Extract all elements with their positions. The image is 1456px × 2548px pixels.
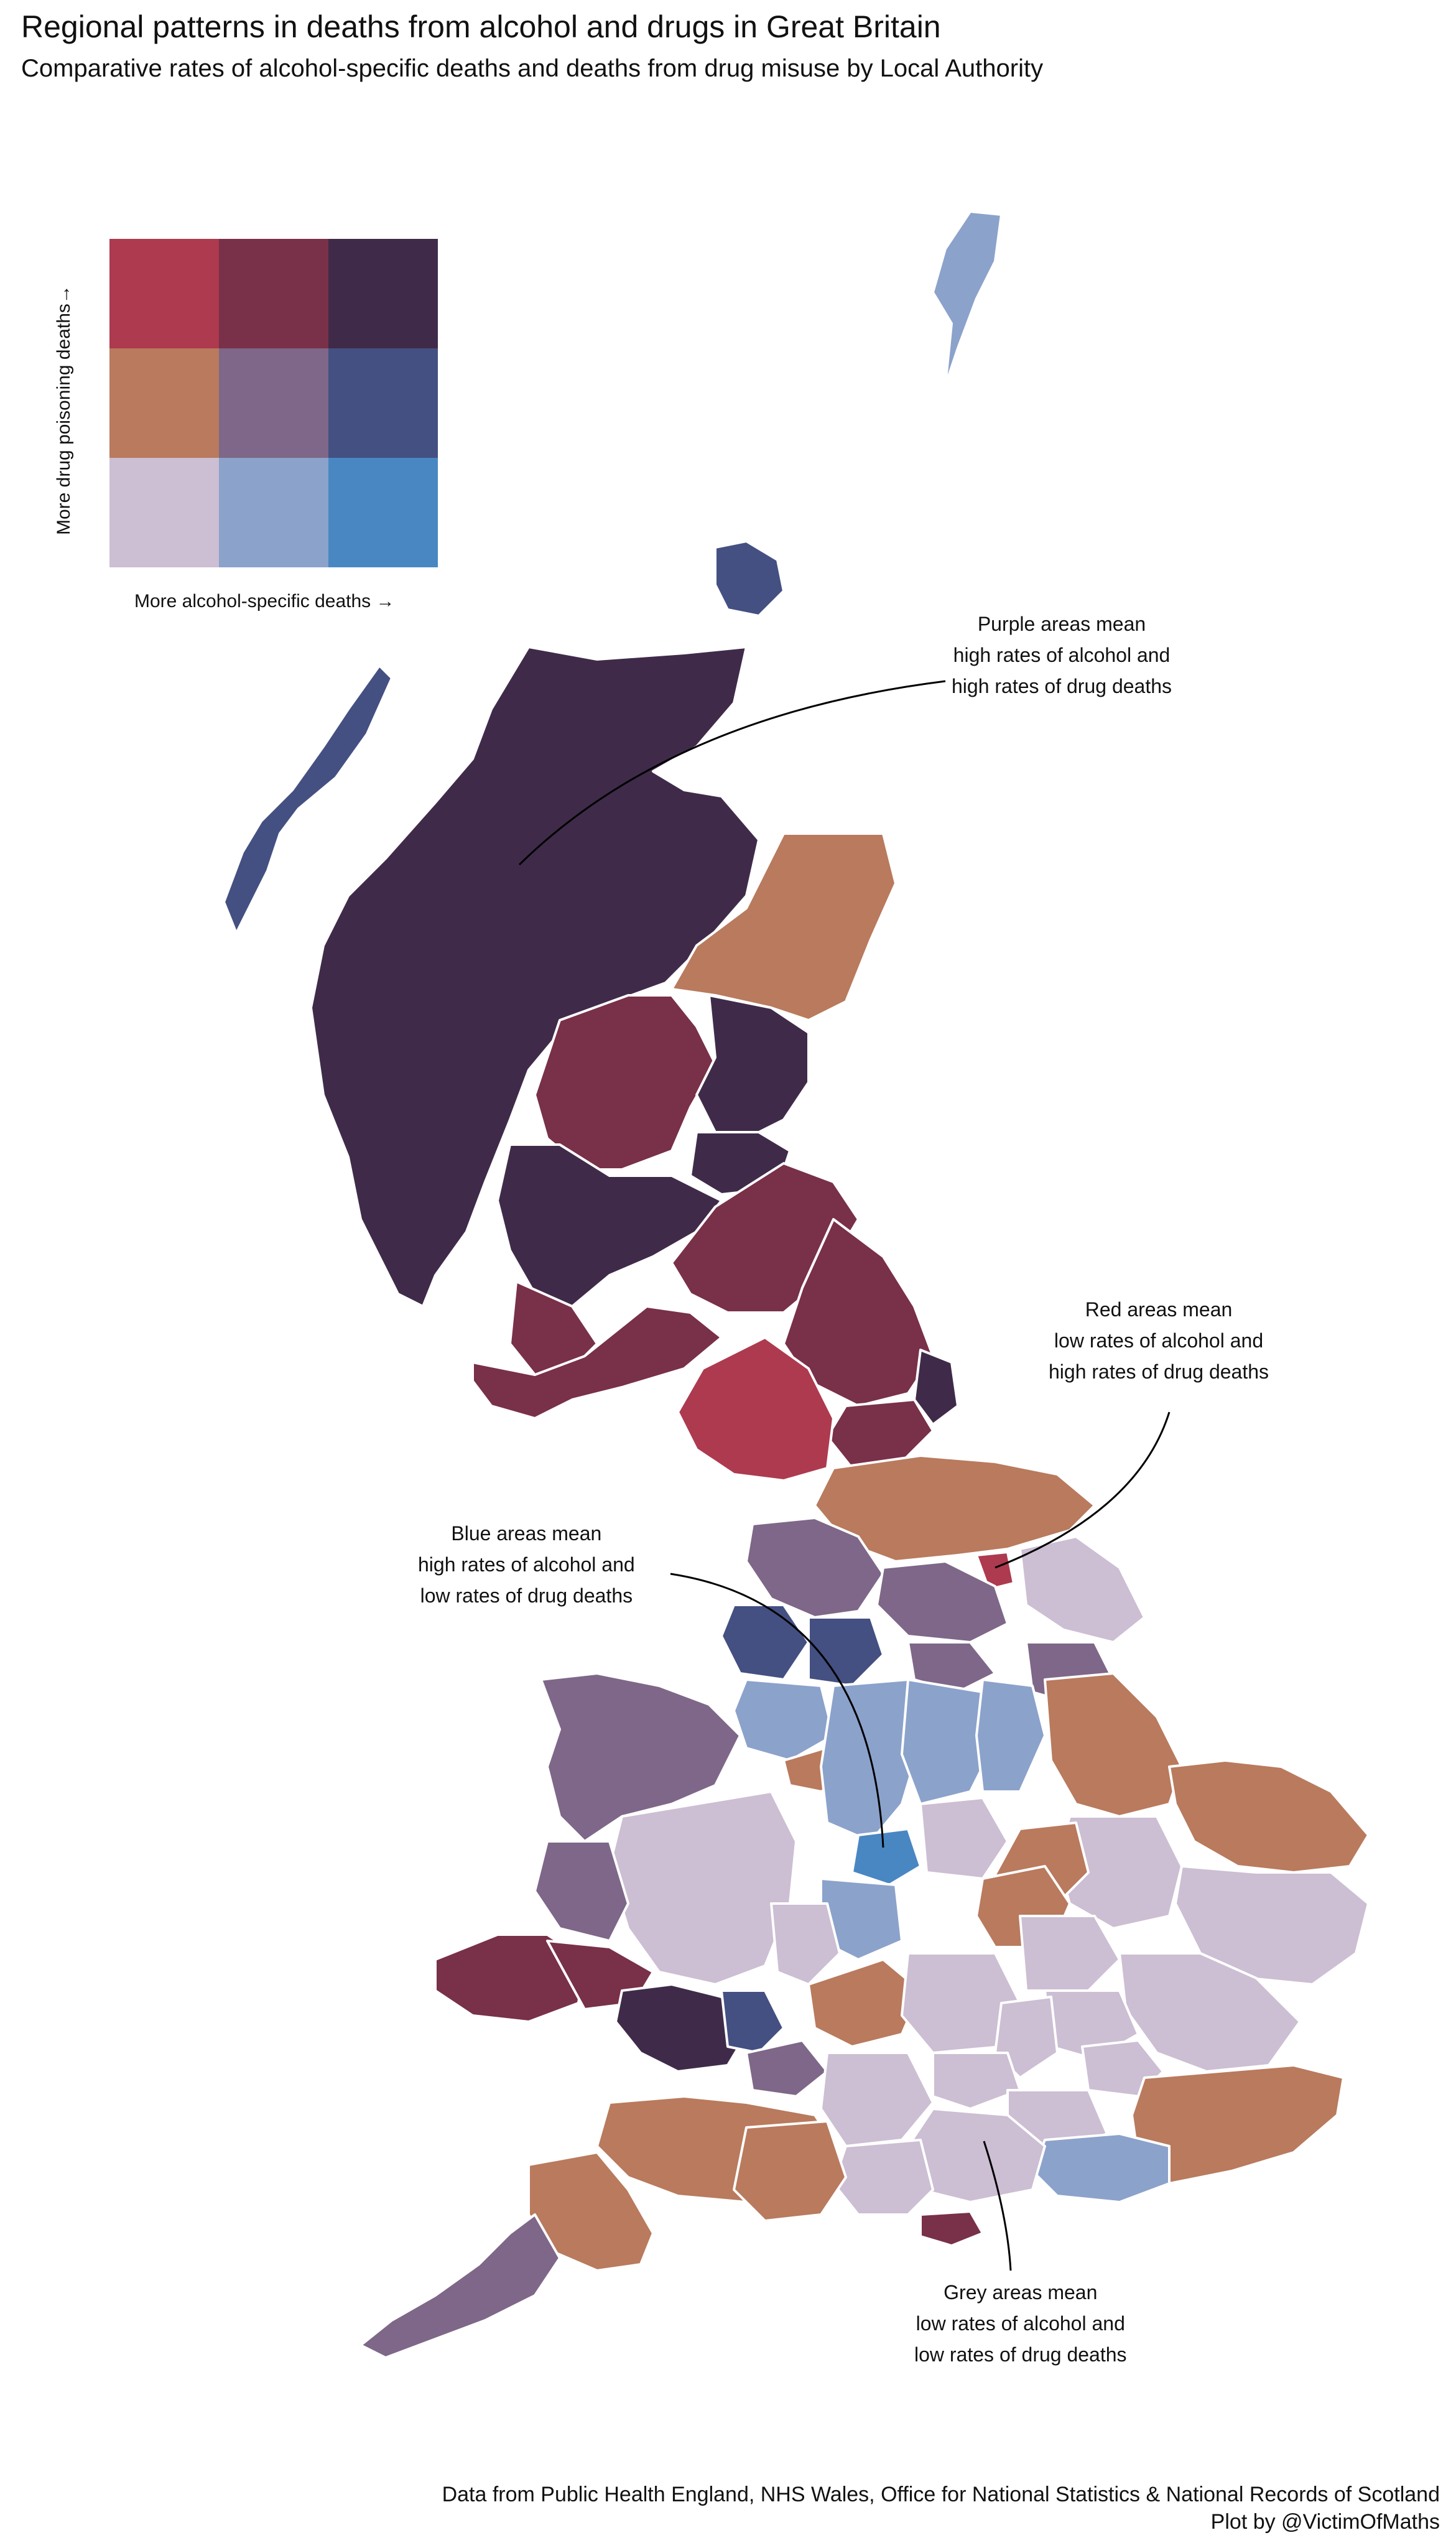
annotation-blue-line-1: Blue areas mean [451,1522,602,1545]
map-region-isle-of-wight [919,2210,984,2247]
legend-cell-mid-drug-high-alcohol [328,348,438,458]
map-region-norfolk [1168,1759,1370,1874]
map-region-nottinghamshire [975,1678,1046,1793]
map-region-western-isles [223,664,393,934]
legend-cell-low-drug-high-alcohol [328,458,438,567]
map-region-powys [608,1790,797,1986]
map-region-suffolk [1174,1865,1370,1986]
annotation-purple: Purple areas mean high rates of alcohol … [952,608,1172,702]
annotation-line-purple [518,680,946,866]
map-region-buckinghamshire [994,1996,1059,2079]
map-region-bedfordshire [1019,1915,1121,1992]
map-region-northumberland [782,1218,934,1407]
legend-cell-high-drug-high-alcohol [328,239,438,348]
map-region-merseyside [720,1604,810,1681]
annotation-purple-line-2: high rates of alcohol and [953,644,1171,666]
map-region-highlands [310,646,760,1308]
caption: Data from Public Health England, NHS Wal… [442,2481,1440,2536]
map-region-east-riding [1019,1535,1146,1644]
map-region-leicestershire [919,1797,1009,1880]
map-region-cheshire [733,1678,835,1762]
legend-cell-low-drug-low-alcohol [109,458,219,567]
map-region-dumfries-galloway [471,1305,723,1420]
map-region-essex [1118,1952,1301,2073]
map-region-central-belt [496,1143,723,1308]
annotation-red-line-1: Red areas mean [1085,1298,1233,1321]
map-region-south-yorkshire [907,1641,996,1693]
annotation-blue: Blue areas mean high rates of alcohol an… [418,1518,635,1611]
map-region-south-wales-valleys [614,1983,748,2073]
chart-subtitle: Comparative rates of alcohol-specific de… [21,55,1044,82]
annotation-line-blue [670,1573,884,1848]
map-region-cumbria [677,1336,835,1482]
map-region-west-yorkshire [876,1560,1009,1644]
map-region-tyneside [913,1349,959,1426]
annotation-blue-line-3: low rates of drug deaths [420,1584,633,1607]
annotation-purple-line-3: high rates of drug deaths [952,675,1172,697]
map-region-york [975,1551,1015,1591]
caption-source: Data from Public Health England, NHS Wal… [442,2483,1440,2506]
annotation-red-line-2: low rates of alcohol and [1054,1329,1264,1352]
map-region-cornwall [359,2213,561,2359]
map-region-herefordshire [770,1902,841,1986]
map-region-wiltshire [820,2052,934,2147]
map-region-berkshire [932,2052,1021,2110]
annotation-grey-line-1: Grey areas mean [944,2281,1098,2304]
map-region-orkney [714,540,785,617]
map-region-greater-manchester [807,1616,884,1687]
legend-x-axis-label: More alcohol-specific deaths → [134,591,395,611]
annotation-blue-line-2: high rates of alcohol and [418,1553,635,1576]
map-region-angus [695,994,810,1140]
caption-credit: Plot by @VictimOfMaths [1210,2510,1440,2534]
legend-cell-low-drug-mid-alcohol [219,458,328,567]
map-region-aberdeenshire [670,832,897,1021]
annotation-red: Red areas mean low rates of alcohol and … [1049,1294,1269,1387]
legend-cell-high-drug-low-alcohol [109,239,219,348]
bivariate-legend [109,239,438,567]
annotation-red-line-3: high rates of drug deaths [1049,1360,1269,1383]
legend-cell-mid-drug-low-alcohol [109,348,219,458]
map-region-monmouthshire [720,1989,785,2054]
map-region-dorset [733,2120,847,2222]
map-region-lincolnshire [1044,1672,1183,1818]
legend-cell-high-drug-mid-alcohol [219,239,328,348]
map-region-shetland [932,210,1003,387]
map-region-lancashire [745,1517,884,1619]
map-region-bristol [745,2039,828,2098]
map-region-perth-kinross [534,994,716,1171]
chart-title: Regional patterns in deaths from alcohol… [21,9,941,44]
annotation-line-red [995,1411,1171,1569]
map-region-pembrokeshire [434,1933,586,2023]
map-region-gloucestershire [807,1958,922,2048]
map-region-east-sussex [1031,2132,1171,2203]
annotation-grey: Grey areas mean low rates of alcohol and… [914,2277,1127,2370]
map-region-west-midlands [851,1828,922,1886]
map-region-ceredigion [534,1840,629,1942]
map-region-north-wales [540,1672,741,1843]
legend-cell-mid-drug-mid-alcohol [219,348,328,458]
annotation-purple-line-1: Purple areas mean [977,613,1146,635]
annotation-line-grey [983,2141,1012,2271]
annotation-grey-line-2: low rates of alcohol and [916,2312,1125,2335]
annotation-grey-line-3: low rates of drug deaths [914,2343,1127,2366]
map-region-hampshire [832,2139,934,2216]
